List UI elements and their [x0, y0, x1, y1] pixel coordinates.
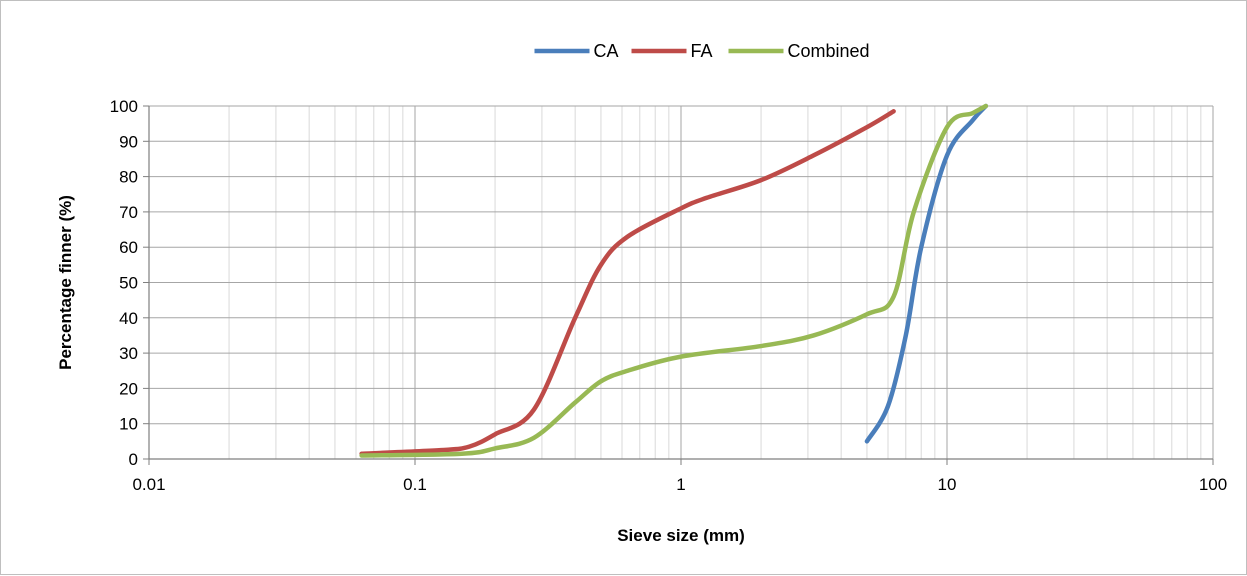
x-tick-label: 1 [676, 475, 685, 494]
series-line-fa [359, 109, 896, 456]
y-tick-label: 60 [119, 238, 138, 257]
y-tick-label: 0 [129, 450, 138, 469]
series-lines [359, 103, 989, 458]
legend-label-ca: CA [594, 41, 619, 61]
legend-label-combined: Combined [788, 41, 870, 61]
x-tick-label: 0.01 [132, 475, 165, 494]
series-line-combined [359, 103, 989, 458]
y-tick-label: 100 [110, 97, 138, 116]
legend: CA FA Combined [534, 41, 870, 61]
legend-label-fa: FA [691, 41, 713, 61]
series-line-ca [864, 103, 989, 444]
x-axis-title: Sieve size (mm) [617, 526, 745, 545]
y-tick-label: 30 [119, 344, 138, 363]
y-tick-label: 50 [119, 274, 138, 293]
y-tick-label: 80 [119, 168, 138, 187]
y-tick-label: 90 [119, 132, 138, 151]
y-tick-label: 40 [119, 309, 138, 328]
axes: 0.01 0.1 1 10 100 0 10 20 30 40 50 60 70 80 90 100 [110, 97, 1228, 494]
x-tick-label: 0.1 [403, 475, 427, 494]
y-tick-label: 10 [119, 415, 138, 434]
y-tick-label: 70 [119, 203, 138, 222]
grid [148, 105, 1214, 460]
x-tick-label: 10 [938, 475, 957, 494]
y-axis-title: Percentage finner (%) [56, 195, 75, 370]
y-tick-label: 20 [119, 379, 138, 398]
x-tick-label: 100 [1199, 475, 1227, 494]
